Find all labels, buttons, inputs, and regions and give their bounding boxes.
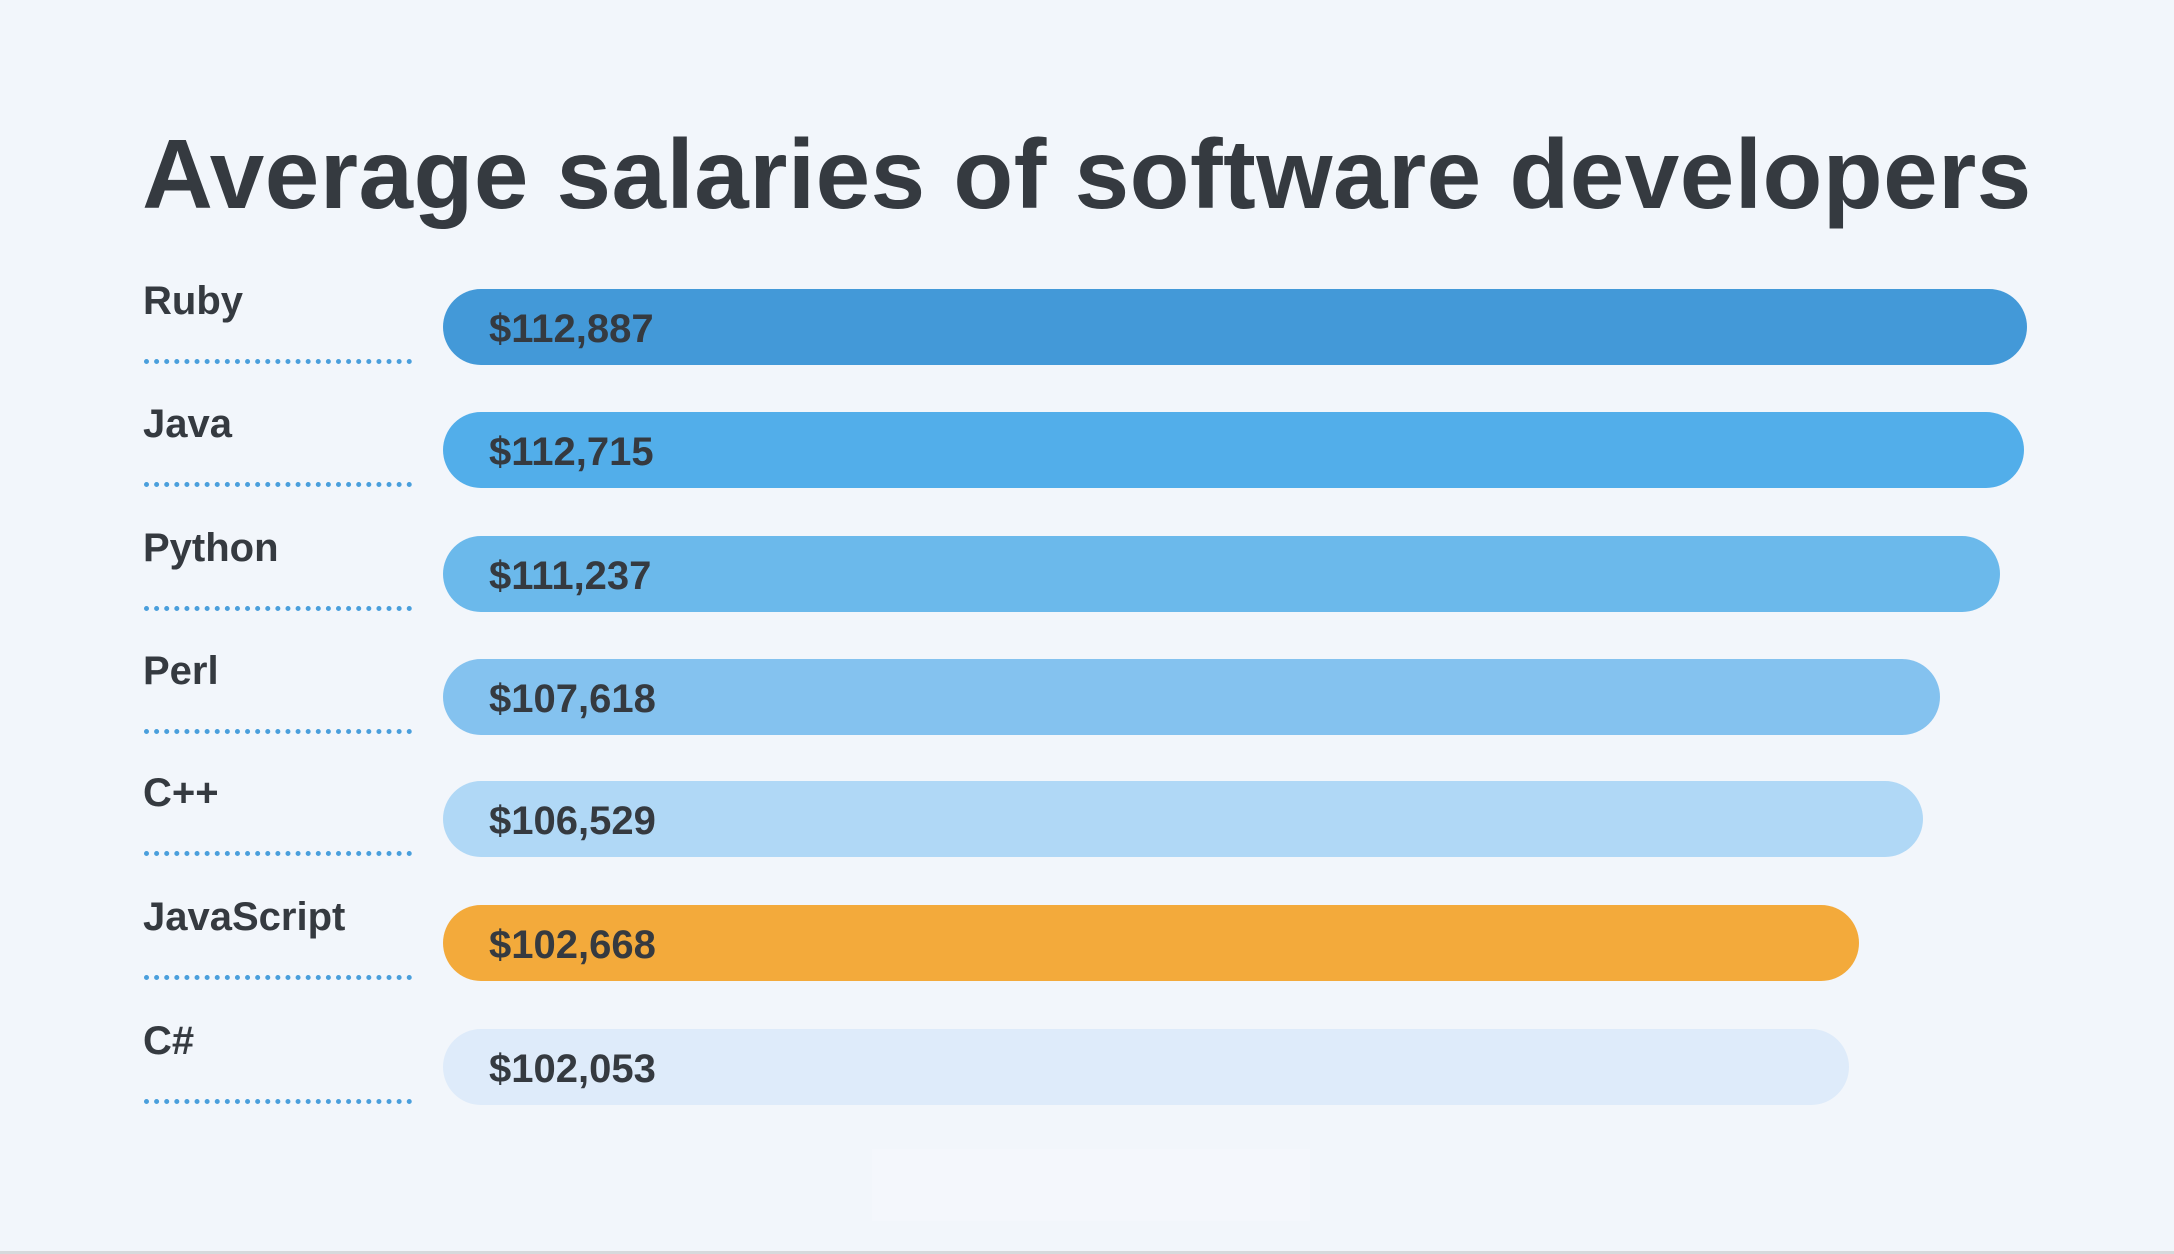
value-label: $102,053 <box>489 1047 656 1091</box>
bar: $112,887 <box>443 289 2027 365</box>
category-label: C++ <box>143 771 219 815</box>
bar: $102,053 <box>443 1029 1849 1105</box>
value-label: $102,668 <box>489 923 656 967</box>
bar-row: Perl $107,618 <box>0 649 2174 735</box>
bar: $102,668 <box>443 905 1859 981</box>
bar: $111,237 <box>443 536 2000 612</box>
category-label: Perl <box>143 649 219 693</box>
bar-row: C++ $106,529 <box>0 771 2174 857</box>
bar-row: Ruby $112,887 <box>0 279 2174 365</box>
bar: $106,529 <box>443 781 1923 857</box>
category-label: Java <box>143 402 232 446</box>
label-underline <box>144 975 412 980</box>
value-label: $112,715 <box>489 430 654 474</box>
label-underline <box>144 482 412 487</box>
category-label: C# <box>143 1019 195 1063</box>
bar-row: JavaScript $102,668 <box>0 895 2174 981</box>
label-underline <box>144 729 412 734</box>
bar: $112,715 <box>443 412 2024 488</box>
label-underline <box>144 606 412 611</box>
category-label: JavaScript <box>143 895 346 939</box>
value-label: $106,529 <box>489 799 656 843</box>
label-underline <box>144 1099 412 1104</box>
value-label: $111,237 <box>489 554 652 598</box>
category-label: Python <box>143 526 279 570</box>
label-underline <box>144 359 412 364</box>
bottom-divider <box>0 1251 2174 1254</box>
value-label: $112,887 <box>489 307 654 351</box>
bar: $107,618 <box>443 659 1940 735</box>
label-underline <box>144 851 412 856</box>
chart-title: Average salaries of software developers <box>142 119 2032 229</box>
bar-row: Java $112,715 <box>0 402 2174 488</box>
footer-box <box>872 1149 1310 1221</box>
value-label: $107,618 <box>489 677 656 721</box>
bar-row: Python $111,237 <box>0 526 2174 612</box>
category-label: Ruby <box>143 279 243 323</box>
bar-row: C# $102,053 <box>0 1019 2174 1105</box>
